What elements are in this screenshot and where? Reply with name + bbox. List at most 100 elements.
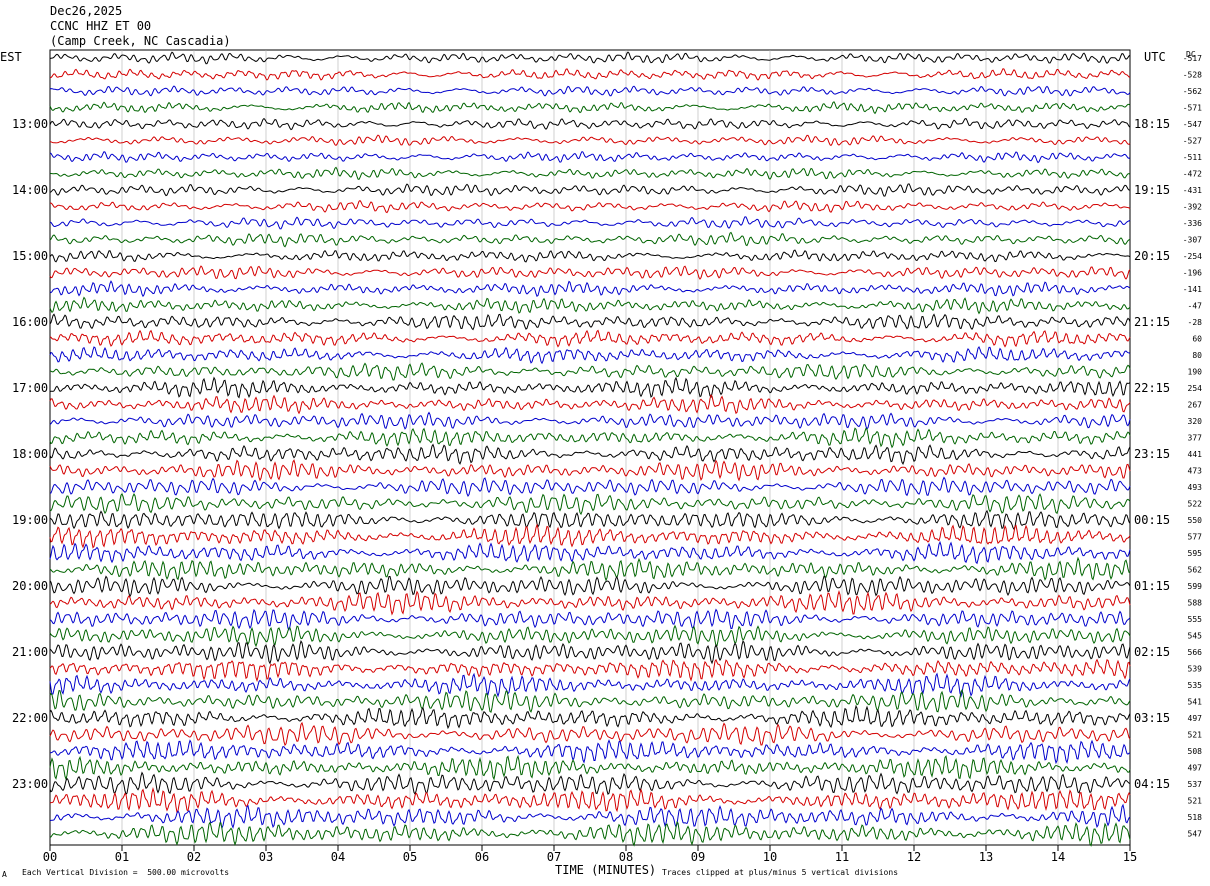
dc-offset-label: 577 [1188, 533, 1203, 542]
seismic-trace [49, 540, 1131, 565]
left-hour-label: 19:00 [12, 513, 48, 527]
dc-offset-label: 190 [1188, 368, 1203, 377]
dc-offset-label: 521 [1188, 797, 1203, 806]
dc-offset-header: DC [1186, 50, 1196, 59]
seismic-trace [49, 721, 1131, 747]
dc-offset-label: -431 [1183, 186, 1202, 195]
seismic-trace [49, 296, 1131, 315]
x-tick-label: 14 [1051, 850, 1065, 864]
seismic-trace [49, 672, 1131, 698]
dc-offset-label: -472 [1183, 170, 1202, 179]
seismic-trace [49, 443, 1131, 466]
dc-offset-label: -547 [1183, 120, 1202, 129]
seismic-trace [49, 427, 1131, 449]
x-tick-label: 15 [1123, 850, 1137, 864]
x-tick-label: 08 [619, 850, 633, 864]
dc-offset-label: 518 [1188, 813, 1203, 822]
right-hour-label: 18:15 [1134, 117, 1170, 131]
seismic-trace [49, 639, 1131, 665]
x-tick-label: 06 [475, 850, 489, 864]
seismic-trace [49, 608, 1131, 631]
seismic-trace [49, 280, 1131, 298]
dc-offset-label: -47 [1188, 302, 1203, 311]
dc-offset-label: 320 [1188, 417, 1203, 426]
right-hour-label: 23:15 [1134, 447, 1170, 461]
seismic-trace [49, 68, 1131, 81]
dc-offset-label: -511 [1183, 153, 1202, 162]
dc-offset-label: 80 [1192, 351, 1202, 360]
right-hour-label: 03:15 [1134, 711, 1170, 725]
left-hour-label: 13:00 [12, 117, 48, 131]
x-tick-label: 07 [547, 850, 561, 864]
seismic-trace [49, 199, 1131, 214]
seismic-trace [49, 803, 1131, 830]
seismic-trace [49, 459, 1131, 482]
right-hour-label: 00:15 [1134, 513, 1170, 527]
seismic-trace [49, 85, 1131, 97]
dc-offset-label: 599 [1188, 582, 1203, 591]
seismic-trace [49, 134, 1131, 147]
left-hour-label: 16:00 [12, 315, 48, 329]
left-hour-label: 20:00 [12, 579, 48, 593]
right-hour-label: 20:15 [1134, 249, 1170, 263]
dc-offset-label: 497 [1188, 714, 1203, 723]
seismic-trace [49, 231, 1131, 248]
seismic-trace [50, 739, 1131, 765]
dc-offset-label: 267 [1188, 401, 1203, 410]
seismic-trace [49, 249, 1131, 263]
seismic-trace [49, 556, 1131, 582]
dc-offset-label: 539 [1188, 665, 1203, 674]
left-hour-label: 17:00 [12, 381, 48, 395]
seismic-trace [49, 216, 1131, 230]
dc-offset-label: 545 [1188, 632, 1203, 641]
seismic-trace [49, 688, 1131, 713]
right-timezone-label: UTC [1144, 50, 1166, 64]
corner-mark: A [2, 870, 7, 879]
right-hour-label: 19:15 [1134, 183, 1170, 197]
dc-offset-label: 522 [1188, 500, 1203, 509]
dc-offset-label: 254 [1188, 384, 1203, 393]
left-hour-label: 14:00 [12, 183, 48, 197]
dc-offset-label: -254 [1183, 252, 1202, 261]
x-tick-label: 05 [403, 850, 417, 864]
right-hour-label: 01:15 [1134, 579, 1170, 593]
seismic-trace [49, 329, 1131, 348]
footer-scale-note: Each Vertical Division = 500.00 microvol… [22, 868, 230, 877]
seismic-trace [49, 313, 1131, 331]
left-hour-label: 15:00 [12, 249, 48, 263]
x-tick-label: 12 [907, 850, 921, 864]
left-hour-label: 23:00 [12, 777, 48, 791]
dc-offset-label: -141 [1183, 285, 1202, 294]
right-hour-label: 21:15 [1134, 315, 1170, 329]
seismic-trace [49, 265, 1131, 280]
seismic-trace [49, 51, 1131, 65]
seismic-trace [49, 150, 1131, 164]
seismic-trace [49, 376, 1131, 399]
left-hour-label: 21:00 [12, 645, 48, 659]
dc-offset-label: -527 [1183, 137, 1202, 146]
right-hour-label: 04:15 [1134, 777, 1170, 791]
dc-offset-label: 541 [1188, 698, 1203, 707]
x-tick-label: 02 [187, 850, 201, 864]
seismic-trace [49, 771, 1131, 796]
seismic-trace [49, 476, 1131, 498]
dc-offset-label: -336 [1183, 219, 1202, 228]
seismic-trace [49, 658, 1131, 683]
dc-offset-label: 377 [1188, 434, 1203, 443]
seismic-trace [49, 346, 1131, 365]
dc-offset-label: 537 [1188, 780, 1203, 789]
seismic-trace [49, 166, 1131, 180]
dc-offset-label: -517 [1183, 54, 1202, 63]
footer-clip-note: Traces clipped at plus/minus 5 vertical … [662, 868, 899, 877]
dc-offset-label: 521 [1188, 731, 1203, 740]
seismic-trace [49, 117, 1131, 131]
x-tick-label: 00 [43, 850, 57, 864]
station-code: CCNC HHZ ET 00 [50, 19, 152, 33]
dc-offset-label: 588 [1188, 599, 1203, 608]
x-tick-label: 10 [763, 850, 777, 864]
dc-offset-label: -528 [1183, 71, 1202, 80]
seismic-trace [49, 101, 1131, 115]
dc-offset-label: -562 [1183, 87, 1202, 96]
seismic-trace [49, 821, 1131, 847]
dc-offset-label: 508 [1188, 747, 1203, 756]
